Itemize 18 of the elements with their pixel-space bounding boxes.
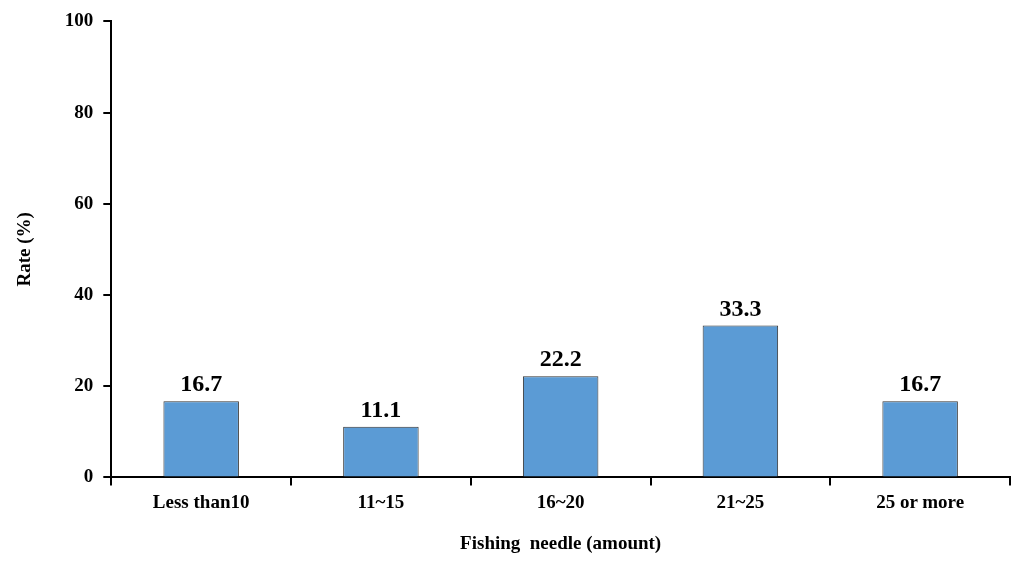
x-axis-title: Fishing needle (amount) bbox=[460, 531, 662, 554]
data-label: 22.2 bbox=[539, 345, 582, 372]
x-tick-label: 25 or more bbox=[876, 490, 965, 512]
data-label: 33.3 bbox=[719, 294, 762, 321]
y-axis-title: Rate (%) bbox=[13, 212, 36, 287]
data-label: 11.1 bbox=[360, 395, 402, 422]
y-tick-label: 40 bbox=[74, 282, 94, 304]
y-tick-label: 60 bbox=[74, 191, 94, 213]
y-tick-label: 80 bbox=[74, 100, 94, 122]
x-tick-label: 21~25 bbox=[716, 490, 765, 512]
y-tick-label: 0 bbox=[83, 465, 94, 487]
x-tick-label: Less than10 bbox=[152, 490, 250, 512]
y-tick-label: 20 bbox=[74, 374, 94, 396]
x-tick-label: 11~15 bbox=[357, 490, 405, 512]
y-tick-label: 100 bbox=[64, 9, 94, 31]
data-label: 16.7 bbox=[180, 370, 223, 397]
data-label: 16.7 bbox=[899, 370, 942, 397]
x-tick-label: 16~20 bbox=[536, 490, 585, 512]
